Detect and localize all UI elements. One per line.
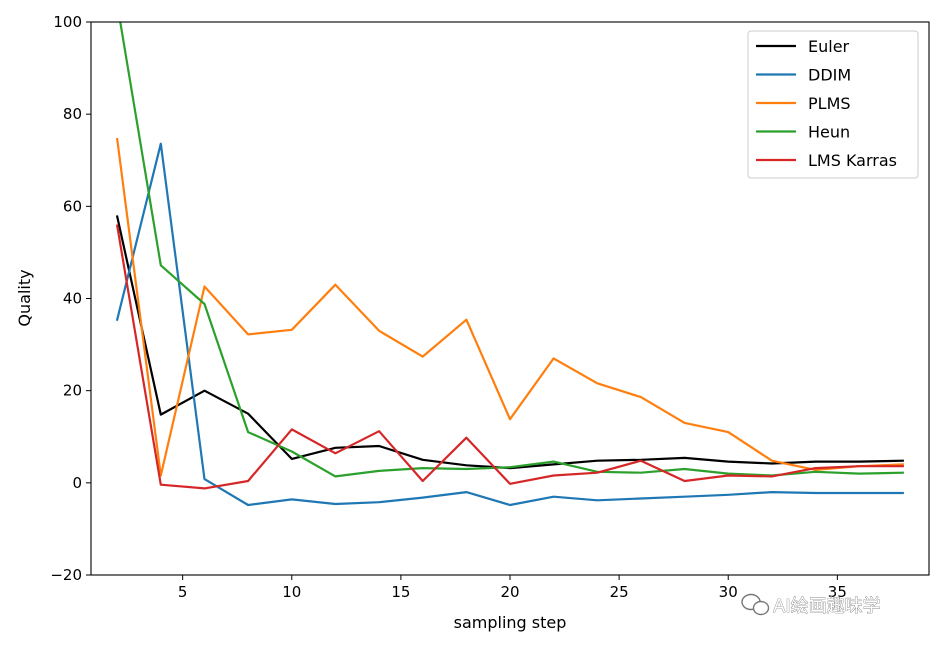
series-line-ddim (115, 142, 904, 507)
axes: 5 10 15 20 25 30 35 −20 0 20 40 60 80 100 (50, 13, 930, 601)
legend-label: PLMS (808, 94, 851, 113)
x-tick-label: 20 (500, 583, 519, 601)
legend: Euler DDIM PLMS Heun LMS Karras (747, 30, 919, 179)
y-tick-label: 80 (63, 105, 82, 123)
x-tick-label: 5 (178, 583, 188, 601)
x-tick-label: 10 (282, 583, 301, 601)
series-line-plms (115, 137, 904, 477)
series-line-lms-karras (115, 224, 904, 490)
y-tick-label: 60 (63, 197, 82, 215)
y-axis-label: Quality (15, 269, 34, 326)
y-tick-label: 100 (53, 13, 82, 31)
legend-label: Heun (808, 123, 850, 142)
x-axis-label: sampling step (454, 613, 567, 632)
plot-area (115, 22, 904, 507)
legend-label: Euler (808, 37, 850, 56)
x-tick-label: 15 (391, 583, 410, 601)
y-tick-label: 40 (63, 290, 82, 308)
y-tick-label: 20 (63, 382, 82, 400)
legend-box (747, 30, 919, 179)
x-tick-label: 30 (719, 583, 738, 601)
watermark-text: AI绘画趣味学 (773, 596, 881, 617)
legend-label: LMS Karras (808, 151, 897, 170)
wechat-icon (741, 593, 770, 616)
y-tick-label: −20 (50, 566, 82, 584)
y-tick-label: 0 (72, 474, 82, 492)
legend-label: DDIM (808, 66, 851, 85)
watermark: AI绘画趣味学 (741, 593, 881, 617)
x-tick-label: 35 (828, 583, 847, 601)
series-line-euler (115, 215, 904, 470)
x-tick-label: 25 (610, 583, 629, 601)
